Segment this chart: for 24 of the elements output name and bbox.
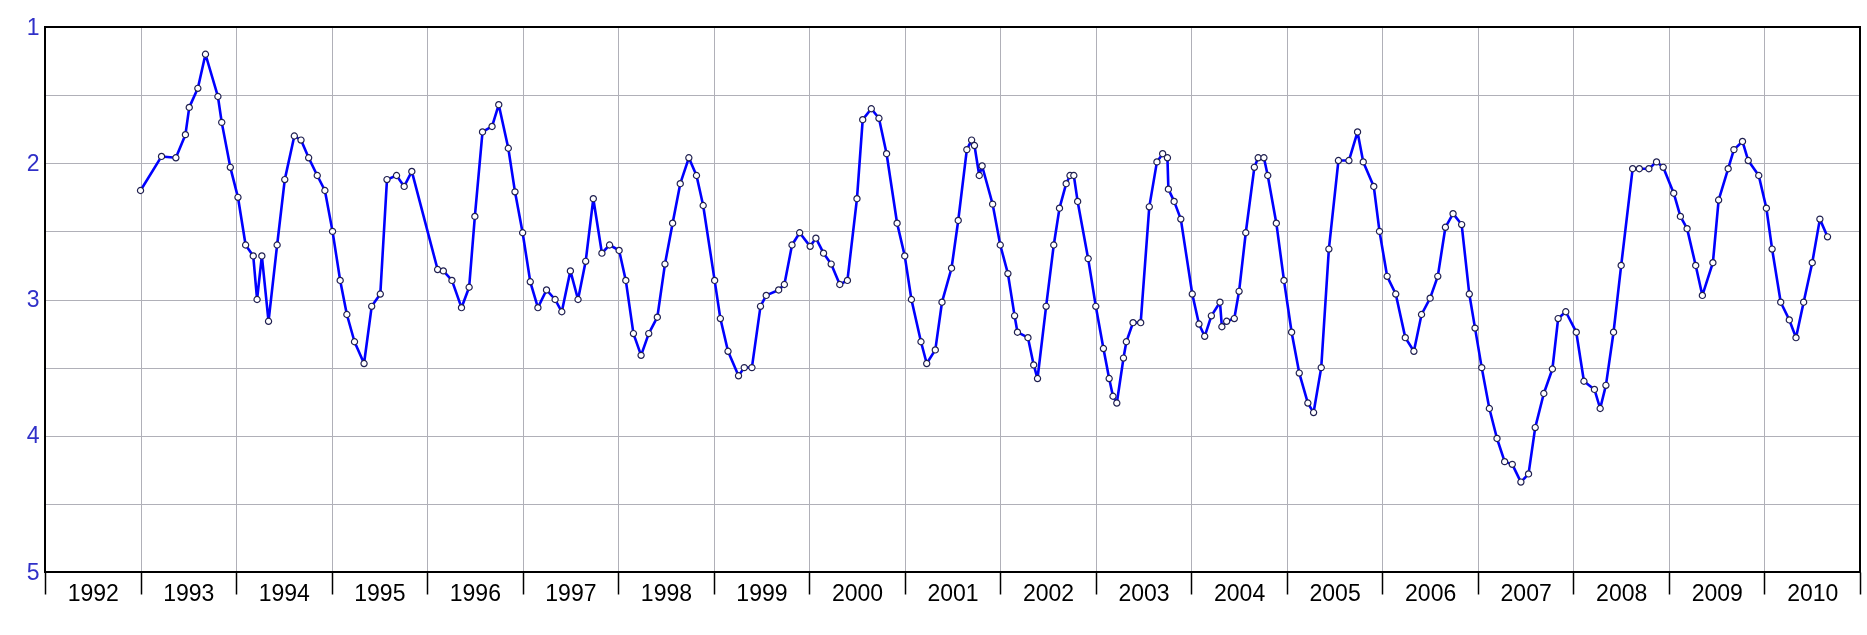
x-tick-label: 2005 — [1309, 579, 1361, 606]
x-tick-label: 2008 — [1596, 579, 1648, 606]
x-tick-label: 2000 — [831, 579, 884, 606]
x-tick-label: 1994 — [258, 579, 311, 606]
y-tick-label: 2 — [26, 149, 40, 176]
y-tick-label: 4 — [26, 422, 40, 449]
x-tick-label: 1999 — [736, 579, 788, 606]
y-tick-label: 5 — [26, 558, 40, 585]
x-tick-label: 2004 — [1213, 579, 1266, 606]
x-tick-label: 2002 — [1022, 579, 1075, 606]
x-tick-label: 1993 — [163, 579, 215, 606]
x-tick-label: 2003 — [1118, 579, 1170, 606]
x-tick-label: 2001 — [927, 579, 979, 606]
y-tick-label: 1 — [26, 13, 40, 40]
x-tick-label: 1992 — [67, 579, 119, 606]
x-tick-label: 1997 — [545, 579, 597, 606]
y-tick-label: 3 — [26, 286, 40, 312]
x-tick-label: 2010 — [1787, 579, 1839, 606]
x-tick-label: 1998 — [640, 579, 693, 606]
x-tick-label: 1996 — [449, 579, 501, 606]
x-tick-label: 2007 — [1500, 579, 1552, 606]
x-tick-label: 2009 — [1691, 579, 1743, 606]
x-tick-label: 1995 — [354, 579, 406, 606]
x-tick-label: 2006 — [1405, 579, 1457, 606]
